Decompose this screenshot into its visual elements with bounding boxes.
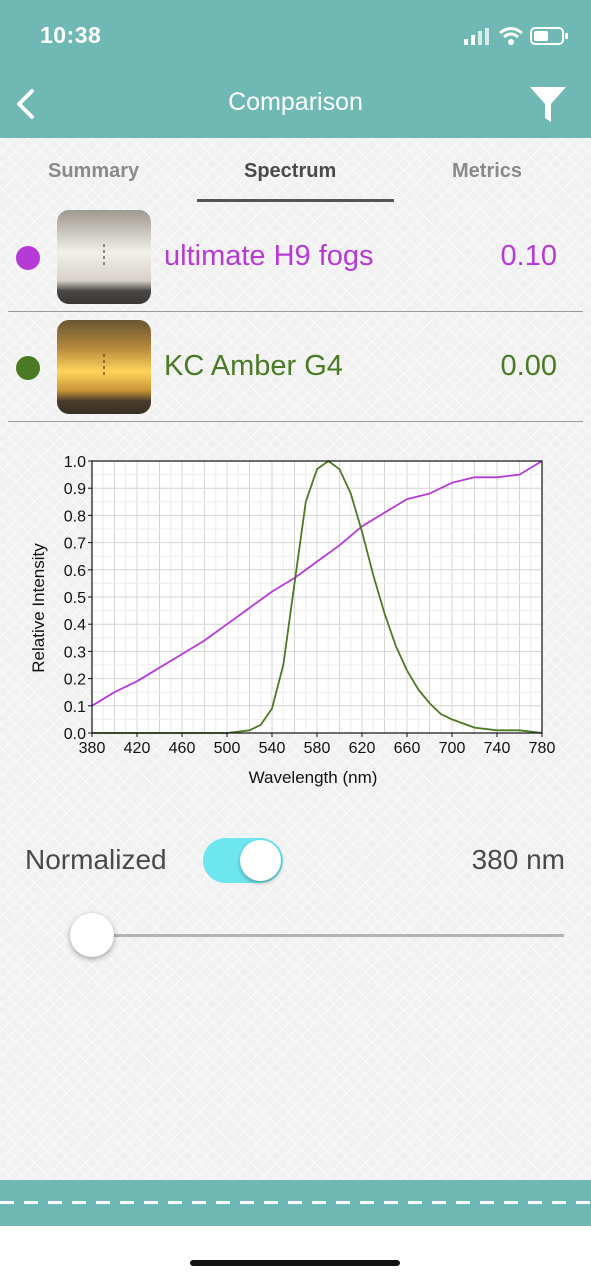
x-tick-label: 740 bbox=[484, 740, 511, 757]
light-value: 0.10 bbox=[500, 240, 557, 272]
y-tick-label: 0.0 bbox=[64, 726, 86, 743]
light-name: ultimate H9 fogs bbox=[164, 240, 374, 272]
x-tick-label: 620 bbox=[349, 740, 376, 757]
light-row-kc-amber[interactable]: KC Amber G4 0.00 bbox=[0, 315, 591, 425]
x-tick-label: 500 bbox=[214, 740, 241, 757]
series-color-dot bbox=[16, 246, 40, 270]
y-tick-label: 0.4 bbox=[64, 617, 86, 634]
spectrum-chart: 0.0 0.1 0.2 0.3 0.4 0.5 0.6 0.7 0.8 0.9 1.0 380 420… bbox=[29, 454, 556, 787]
filter-icon[interactable] bbox=[527, 82, 569, 126]
series-line-2 bbox=[92, 460, 543, 734]
dashed-divider bbox=[0, 1201, 591, 1204]
tab-summary[interactable]: Summary bbox=[48, 160, 140, 182]
battery-icon bbox=[530, 27, 568, 45]
y-axis-label: Relative Intensity bbox=[29, 543, 48, 673]
nav-bar: Comparison bbox=[0, 70, 591, 138]
series-color-dot bbox=[16, 356, 40, 380]
cellular-signal-icon bbox=[464, 28, 489, 45]
x-tick-label: 700 bbox=[439, 740, 466, 757]
x-tick-label: 460 bbox=[169, 740, 196, 757]
bottom-band bbox=[0, 1180, 591, 1226]
x-axis-label: Wavelength (nm) bbox=[249, 768, 378, 787]
tab-spectrum[interactable]: Spectrum bbox=[244, 160, 337, 182]
wavelength-slider-track[interactable] bbox=[92, 934, 564, 937]
y-tick-label: 0.2 bbox=[64, 672, 86, 689]
wavelength-value: 380 nm bbox=[471, 844, 565, 875]
wavelength-slider-thumb[interactable] bbox=[70, 913, 114, 957]
y-tick-label: 0.1 bbox=[64, 699, 86, 716]
status-time: 10:38 bbox=[40, 22, 102, 48]
back-chevron-icon[interactable] bbox=[8, 82, 48, 126]
x-tick-label: 380 bbox=[79, 740, 106, 757]
normalized-label: Normalized bbox=[25, 844, 167, 875]
home-indicator bbox=[190, 1260, 400, 1266]
light-thumbnail bbox=[57, 210, 151, 304]
x-tick-label: 580 bbox=[304, 740, 331, 757]
light-value: 0.00 bbox=[500, 350, 557, 382]
wifi-icon bbox=[499, 27, 523, 45]
series-line-1 bbox=[91, 460, 543, 707]
status-bar: 10:38 bbox=[0, 0, 591, 70]
y-tick-label: 0.8 bbox=[64, 508, 86, 525]
row-divider bbox=[8, 311, 583, 312]
toggle-knob bbox=[240, 840, 281, 881]
x-tick-label: 660 bbox=[394, 740, 421, 757]
y-tick-label: 1.0 bbox=[64, 454, 86, 471]
x-tick-label: 780 bbox=[529, 740, 556, 757]
y-tick-label: 0.9 bbox=[64, 481, 86, 498]
tab-metrics[interactable]: Metrics bbox=[452, 160, 523, 182]
y-tick-label: 0.3 bbox=[64, 644, 86, 661]
light-row-ultimate-h9[interactable]: ultimate H9 fogs 0.10 bbox=[0, 205, 591, 315]
y-tick-label: 0.7 bbox=[64, 536, 86, 553]
row-divider bbox=[8, 421, 583, 422]
y-tick-label: 0.5 bbox=[64, 590, 86, 607]
active-tab-indicator bbox=[197, 199, 394, 202]
spectrum-view: Summary Spectrum Metrics ultimate H9 fog… bbox=[0, 138, 591, 1180]
y-tick-label: 0.6 bbox=[64, 563, 86, 580]
page-title: Comparison bbox=[228, 88, 363, 116]
x-tick-label: 540 bbox=[259, 740, 286, 757]
light-name: KC Amber G4 bbox=[164, 350, 343, 382]
x-tick-label: 420 bbox=[124, 740, 151, 757]
light-thumbnail bbox=[57, 320, 151, 414]
normalized-toggle[interactable] bbox=[203, 838, 283, 883]
